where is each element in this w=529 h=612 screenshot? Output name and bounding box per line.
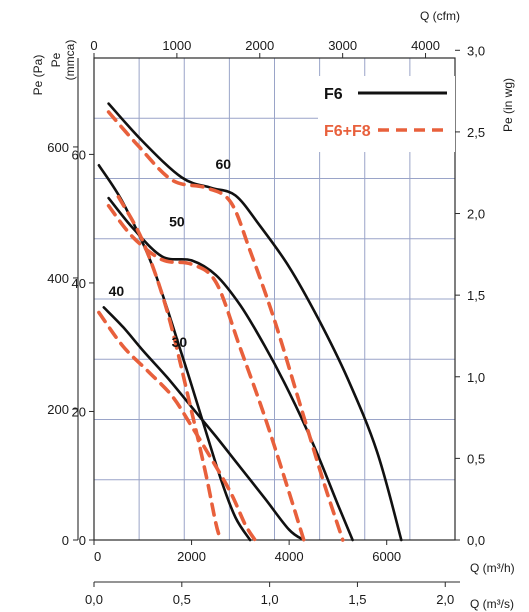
legend-label-f6f8: F6+F8 xyxy=(324,123,371,140)
curve-label-40: 40 xyxy=(109,283,125,299)
legend-box xyxy=(318,76,455,152)
x-top-tick-label: 1000 xyxy=(162,38,191,53)
y-tick-label-inwg: 0,0 xyxy=(467,533,485,548)
y-tick-label-mmca: 0 xyxy=(79,533,86,548)
y-tick-label-inwg: 0,5 xyxy=(467,451,485,466)
x-tick-label-m3s: 1,5 xyxy=(348,592,366,607)
y-axis-label-inwg: Pe (in wg) xyxy=(501,78,515,132)
series-line-f6f8-60 xyxy=(106,110,345,542)
x-tick-label-m3s: 1,0 xyxy=(261,592,279,607)
legend-label-f6: F6 xyxy=(324,86,343,103)
y-tick-label-inwg: 1,5 xyxy=(467,288,485,303)
y-tick-label-pa: 0 xyxy=(62,533,69,548)
y-tick-label-mmca: 60 xyxy=(72,147,86,162)
y-axis-label-mmca: Pe(mmca) xyxy=(49,40,77,81)
x-axis-label-m3s: Q (m³/s) xyxy=(470,597,514,611)
curve-label-60: 60 xyxy=(215,156,231,172)
series-line-f6f8-40 xyxy=(97,310,257,542)
y-tick-label-inwg: 2,5 xyxy=(467,125,485,140)
x-tick-label-m3s: 2,0 xyxy=(436,592,454,607)
y-tick-label-pa: 400 xyxy=(47,271,69,286)
y-tick-label-mmca: 40 xyxy=(72,276,86,291)
curve-label-30: 30 xyxy=(172,334,188,350)
x-top-tick-label: 2000 xyxy=(245,38,274,53)
series-line-f6f8-50 xyxy=(106,204,306,542)
x-tick-label-m3s: 0,5 xyxy=(173,592,191,607)
x-tick-label-m3h: 2000 xyxy=(177,549,206,564)
x-top-tick-label: 4000 xyxy=(411,38,440,53)
x-top-axis-label: Q (cfm) xyxy=(420,9,460,23)
x-tick-label-m3h: 0 xyxy=(94,549,101,564)
x-tick-label-m3h: 4000 xyxy=(275,549,304,564)
y-tick-label-pa: 200 xyxy=(47,402,69,417)
y-tick-label-inwg: 1,0 xyxy=(467,370,485,385)
x-tick-label-m3s: 0,0 xyxy=(85,592,103,607)
series-line-f6-50 xyxy=(107,196,354,542)
y-tick-label-pa: 600 xyxy=(47,140,69,155)
x-top-tick-label: 3000 xyxy=(328,38,357,53)
x-top-tick-label: 0 xyxy=(90,38,97,53)
y-axis-label-pa: Pe (Pa) xyxy=(31,55,45,96)
series-line-f6-60 xyxy=(107,102,403,542)
x-axis-label-m3h: Q (m³/h) xyxy=(470,561,515,575)
x-tick-label-m3h: 6000 xyxy=(372,549,401,564)
y-tick-label-inwg: 3,0 xyxy=(467,43,485,58)
plot-frame xyxy=(93,57,456,541)
y-tick-label-inwg: 2,0 xyxy=(467,207,485,222)
curve-label-50: 50 xyxy=(169,213,185,229)
y-tick-label-mmca: 20 xyxy=(72,404,86,419)
series-line-f6f8-30 xyxy=(116,195,223,542)
